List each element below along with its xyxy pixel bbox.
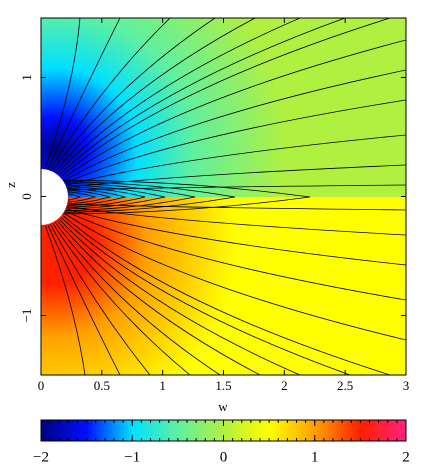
- contour-line: [47, 18, 121, 170]
- y-tick-label: −1: [19, 309, 34, 323]
- contour-line: [62, 39, 406, 179]
- contour-line: [64, 213, 406, 341]
- contour-line: [44, 225, 86, 375]
- contour-line: [44, 18, 81, 169]
- y-tick-label: 0: [19, 193, 34, 200]
- contour-line: [68, 206, 406, 236]
- contour-line: [52, 223, 191, 375]
- contour-line: [50, 18, 171, 170]
- field-upper: [41, 18, 406, 197]
- contour-loop: [57, 184, 166, 210]
- x-tick-label: 1.5: [215, 378, 231, 393]
- contour-loop: [57, 183, 196, 211]
- contour-line: [61, 18, 391, 177]
- contour-line: [47, 224, 121, 375]
- contour-line: [57, 220, 261, 375]
- contour-line: [62, 215, 391, 375]
- contour-line: [52, 18, 216, 171]
- x-tick-label: 2: [281, 378, 288, 393]
- contour-line: [57, 18, 301, 174]
- contour-loop: [57, 179, 311, 215]
- contour-line: [50, 224, 151, 375]
- colorbar-tick-label: −1: [124, 449, 140, 465]
- colorbar-tick-label: −2: [33, 449, 49, 465]
- colorbar-tick-label: 0: [220, 449, 228, 465]
- contours: [44, 18, 406, 375]
- contour-line: [67, 208, 406, 266]
- colorbar-tick-label: 2: [402, 449, 410, 465]
- x-tick-label: 3: [403, 378, 410, 393]
- contour-line: [68, 164, 406, 188]
- y-tick-label: 1: [19, 74, 34, 81]
- x-tick-label: 2.5: [337, 378, 353, 393]
- contour-line: [59, 18, 346, 175]
- x-axis-label: w: [218, 399, 228, 414]
- contour-loop: [57, 186, 146, 208]
- contour-line: [61, 217, 351, 375]
- contour-line: [65, 211, 406, 301]
- colorbar-tick-label: 1: [311, 449, 319, 465]
- contour-line: [54, 222, 221, 375]
- contour-loop: [57, 181, 236, 213]
- x-tick-label: 1: [159, 378, 166, 393]
- contour-line: [67, 134, 406, 186]
- contour-loop: [57, 187, 127, 207]
- contour-line: [64, 69, 406, 181]
- field: [41, 18, 406, 375]
- y-axis-label: z: [3, 182, 18, 188]
- contour-line: [54, 18, 256, 172]
- x-tick-label: 0.5: [94, 378, 110, 393]
- contour-loop: [57, 191, 97, 203]
- contour-line: [59, 219, 301, 375]
- contour-loop: [57, 189, 112, 205]
- x-tick-label: 0: [38, 378, 45, 393]
- contour-line: [66, 99, 406, 183]
